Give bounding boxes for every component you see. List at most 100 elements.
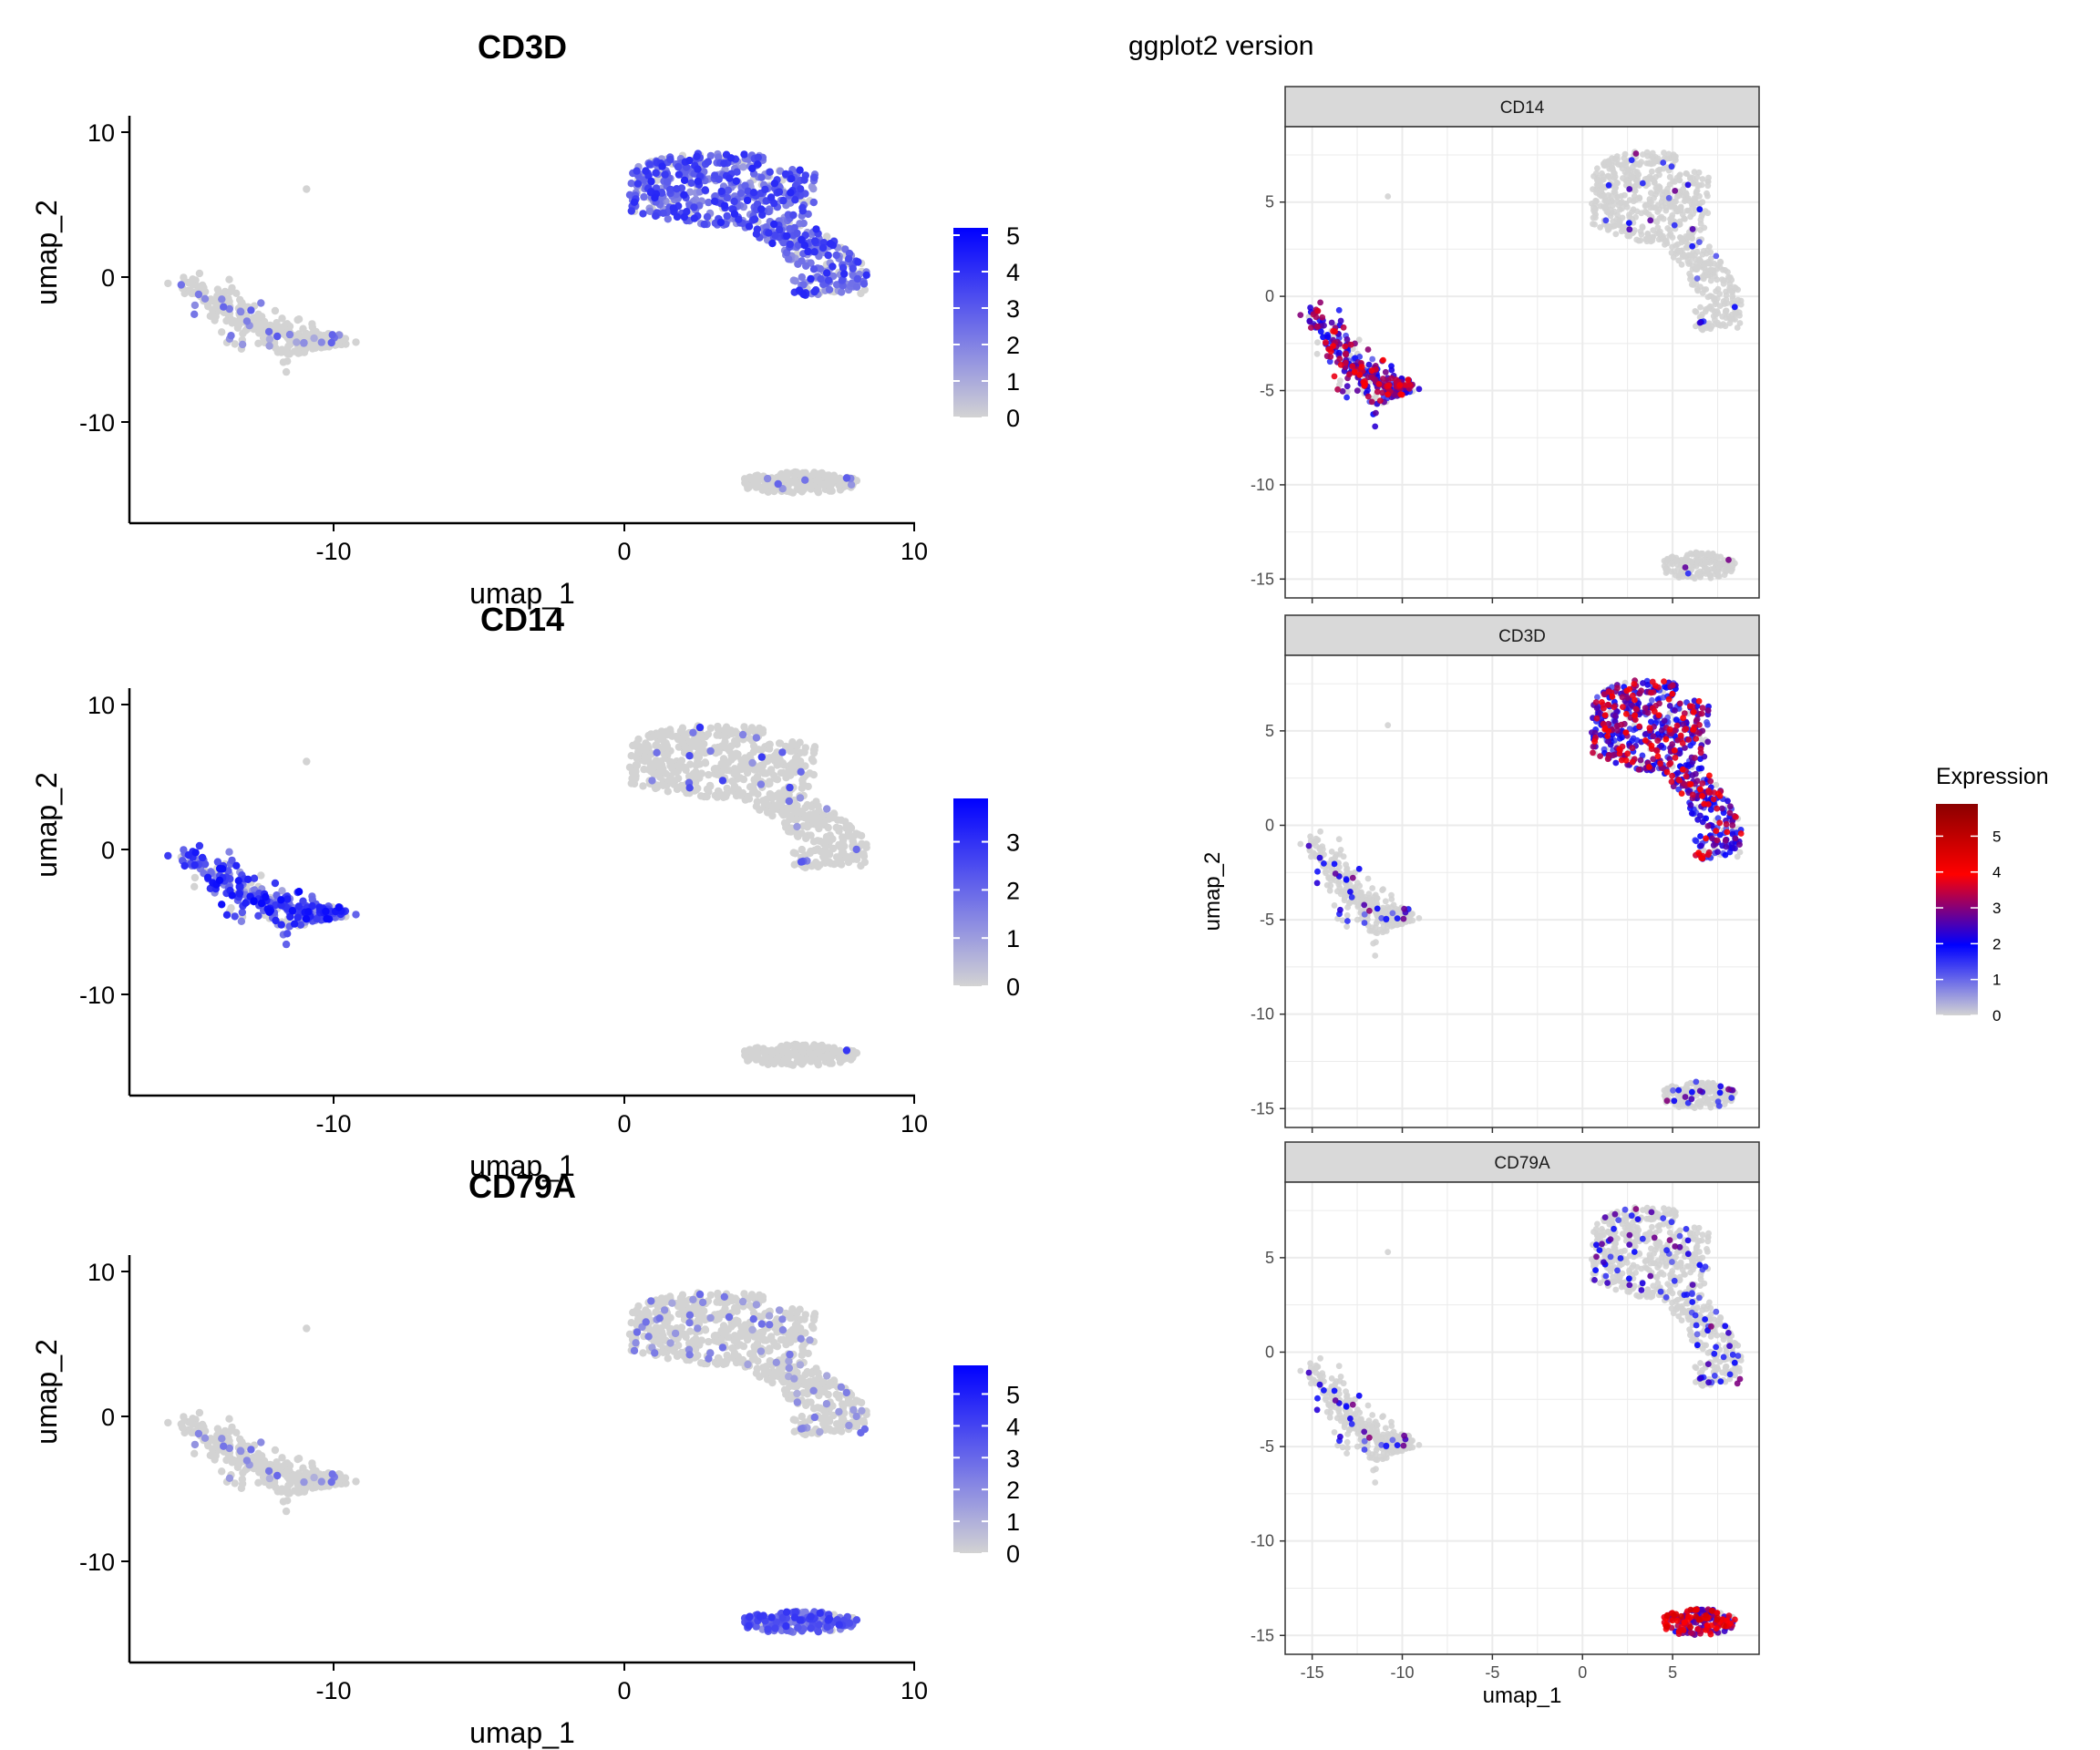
data-point: [191, 849, 200, 857]
data-point: [690, 203, 698, 211]
data-point: [750, 215, 759, 223]
data-point: [743, 1335, 752, 1344]
data-point: [720, 1292, 728, 1302]
data-point: [260, 318, 268, 326]
data-point: [661, 170, 669, 179]
data-point: [1376, 397, 1384, 404]
data-point: [754, 160, 762, 169]
data-point: [775, 755, 784, 763]
data-point: [757, 726, 765, 734]
data-point: [206, 1451, 214, 1460]
data-point: [838, 276, 847, 284]
data-point: [1590, 221, 1596, 228]
data-point: [231, 912, 239, 921]
data-point: [773, 1343, 782, 1351]
data-point: [674, 170, 684, 179]
data-point: [308, 320, 316, 328]
data-point: [796, 166, 804, 174]
data-point: [630, 1346, 639, 1355]
data-point: [1632, 196, 1640, 203]
data-point: [835, 1407, 843, 1416]
data-point: [1589, 201, 1595, 207]
data-point: [659, 209, 667, 217]
data-point: [754, 477, 762, 486]
data-point: [218, 1467, 226, 1476]
data-point: [1689, 242, 1696, 250]
data-point: [745, 222, 754, 231]
data-point: [779, 1335, 788, 1344]
data-point: [838, 1427, 846, 1436]
data-point: [757, 746, 766, 754]
data-point: [201, 1434, 210, 1443]
data-point: [829, 835, 837, 843]
data-point: [747, 724, 757, 732]
y-tick-label: 10: [88, 1259, 115, 1286]
data-point: [812, 798, 820, 806]
data-point: [625, 763, 634, 771]
data-point: [822, 1400, 831, 1408]
data-point: [228, 1423, 236, 1432]
data-point: [772, 1358, 780, 1367]
data-point: [1606, 160, 1613, 167]
data-point: [195, 1408, 204, 1417]
data-point: [254, 310, 262, 318]
data-point: [1328, 319, 1335, 326]
data-point: [852, 1412, 860, 1421]
data-point: [810, 1413, 818, 1422]
data-point: [694, 165, 702, 173]
data-point: [816, 264, 825, 273]
data-point: [757, 1292, 765, 1302]
data-point: [299, 1464, 307, 1472]
data-point: [1697, 216, 1704, 223]
data-point: [206, 312, 214, 320]
data-point: [1723, 307, 1729, 314]
data-point: [180, 1413, 188, 1421]
y-axis-label: umap_2: [30, 1339, 63, 1445]
data-point: [826, 483, 835, 492]
data-point: [797, 1324, 805, 1333]
data-point: [819, 1419, 828, 1428]
data-point: [254, 1449, 262, 1458]
data-point: [1632, 213, 1639, 221]
data-point: [801, 803, 809, 812]
colorbar-tick-label: 0: [1006, 973, 1020, 1001]
data-point: [1671, 221, 1678, 229]
data-point: [1368, 367, 1375, 374]
data-point: [845, 254, 853, 263]
data-point: [271, 1446, 280, 1455]
data-point: [1696, 319, 1704, 326]
data-point: [1612, 184, 1619, 190]
colorbar: [953, 798, 988, 986]
data-point: [639, 1349, 647, 1357]
data-point: [634, 1302, 643, 1311]
data-point: [757, 483, 765, 491]
data-point: [641, 753, 649, 761]
data-point: [777, 798, 786, 807]
data-point: [816, 1427, 824, 1436]
data-point: [222, 1456, 231, 1465]
data-point: [701, 186, 709, 194]
data-point: [840, 270, 849, 278]
data-point: [1382, 368, 1389, 376]
data-point: [1330, 343, 1336, 349]
data-point: [1613, 216, 1621, 223]
data-point: [824, 276, 833, 284]
data-point: [835, 1054, 843, 1062]
data-point: [749, 748, 757, 757]
data-point: [299, 324, 307, 333]
data-point: [778, 748, 787, 757]
data-point: [1343, 383, 1351, 390]
data-point: [748, 164, 757, 173]
data-point: [665, 776, 674, 784]
data-point: [189, 281, 197, 289]
data-point: [792, 815, 801, 824]
data-point: [685, 1311, 695, 1320]
colorbar-tick-label: 2: [1006, 332, 1020, 359]
data-point: [846, 855, 855, 863]
data-point: [720, 1329, 728, 1338]
data-point: [810, 248, 818, 256]
data-point: [813, 1058, 821, 1067]
data-point: [627, 207, 635, 215]
data-point: [1702, 561, 1709, 567]
